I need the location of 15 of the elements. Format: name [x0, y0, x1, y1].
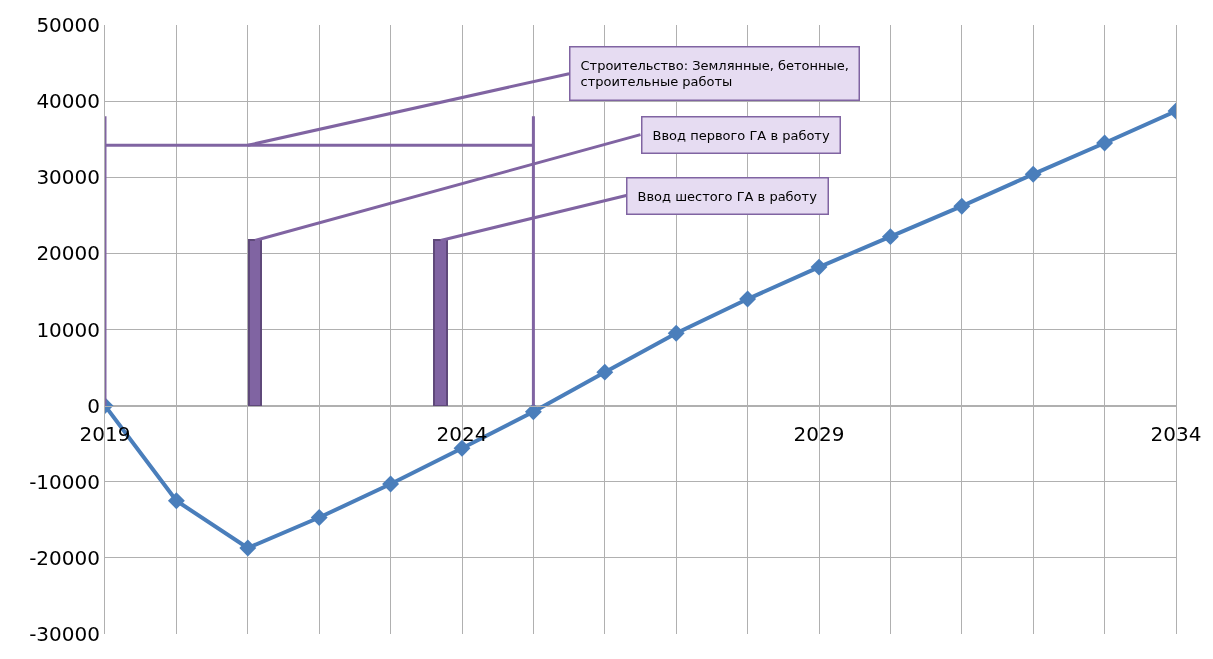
- y-tick-label: 0: [87, 393, 100, 418]
- y-tick-label: 50000: [36, 13, 100, 37]
- x-tick-label: 2024: [436, 421, 488, 446]
- y-tick-label: 30000: [36, 165, 100, 190]
- annotation: Ввод шестого ГА в работу: [637, 188, 818, 204]
- y-tick-label: -20000: [29, 545, 100, 570]
- y-tick-label: 10000: [36, 317, 100, 342]
- annotation: Строительство: Землянные, бетонные, строительные работы: [580, 57, 849, 90]
- x-tick-label: 2029: [793, 421, 845, 446]
- y-tick-label: 20000: [36, 241, 100, 266]
- x-tick-label: 2034: [1150, 421, 1202, 446]
- annotation: Ввод первого ГА в работу: [652, 127, 830, 143]
- y-tick-label: -10000: [29, 469, 100, 494]
- y-tick-label: -30000: [29, 622, 100, 646]
- y-tick-label: 40000: [36, 89, 100, 114]
